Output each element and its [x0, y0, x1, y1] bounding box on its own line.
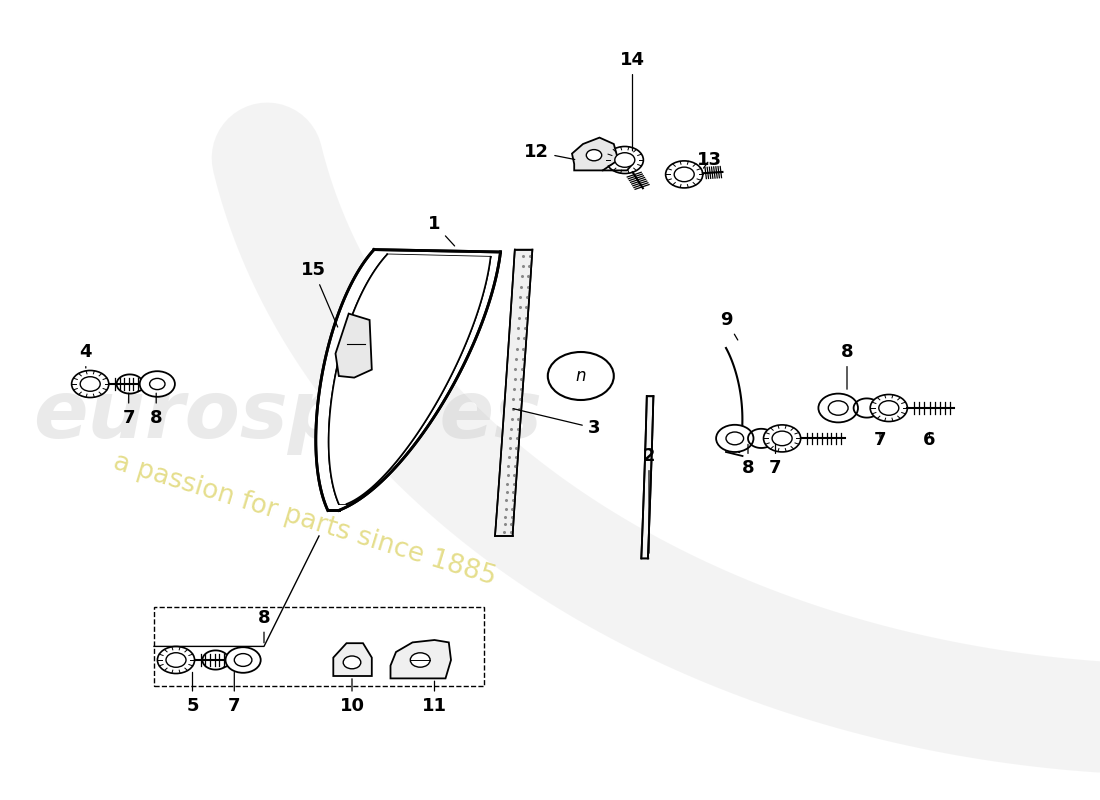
Circle shape	[548, 352, 614, 400]
Text: 4: 4	[79, 343, 92, 368]
Polygon shape	[390, 640, 451, 678]
Circle shape	[606, 146, 643, 174]
Polygon shape	[336, 314, 372, 378]
Text: 8: 8	[257, 609, 271, 643]
Polygon shape	[316, 250, 500, 510]
Polygon shape	[329, 254, 491, 504]
Text: n: n	[575, 367, 586, 385]
Polygon shape	[333, 643, 372, 676]
Polygon shape	[495, 250, 532, 536]
Circle shape	[870, 394, 907, 422]
Circle shape	[666, 161, 703, 188]
Text: 7: 7	[122, 393, 135, 426]
Circle shape	[828, 401, 848, 415]
Circle shape	[818, 394, 858, 422]
Circle shape	[72, 370, 109, 398]
Text: 13: 13	[697, 151, 722, 169]
Circle shape	[879, 401, 899, 415]
Circle shape	[674, 167, 694, 182]
Circle shape	[615, 153, 635, 167]
Circle shape	[772, 431, 792, 446]
Circle shape	[726, 432, 744, 445]
Polygon shape	[641, 396, 653, 558]
Bar	[154, 607, 484, 686]
Circle shape	[586, 150, 602, 161]
Text: 10: 10	[340, 678, 364, 714]
Text: 7: 7	[873, 431, 887, 449]
Text: 5: 5	[186, 672, 199, 714]
Text: 7: 7	[228, 672, 241, 714]
Circle shape	[234, 654, 252, 666]
Text: 8: 8	[150, 393, 163, 426]
Circle shape	[410, 653, 430, 667]
Circle shape	[157, 646, 195, 674]
Text: 8: 8	[840, 343, 854, 390]
Text: a passion for parts since 1885: a passion for parts since 1885	[110, 450, 499, 590]
Text: eurospares: eurospares	[33, 377, 542, 455]
Text: 1: 1	[428, 215, 454, 246]
Circle shape	[343, 656, 361, 669]
Polygon shape	[572, 138, 618, 170]
Text: 14: 14	[620, 51, 645, 151]
Circle shape	[716, 425, 754, 452]
Text: 6: 6	[923, 431, 936, 449]
Text: 7: 7	[769, 444, 782, 477]
Text: 12: 12	[525, 143, 575, 161]
Text: 11: 11	[422, 681, 447, 714]
Circle shape	[150, 378, 165, 390]
Circle shape	[140, 371, 175, 397]
Circle shape	[80, 377, 100, 391]
Circle shape	[166, 653, 186, 667]
Text: 8: 8	[741, 444, 755, 477]
Text: 9: 9	[719, 311, 738, 340]
Text: 15: 15	[301, 262, 338, 327]
Text: 2: 2	[642, 447, 656, 554]
Text: 3: 3	[513, 409, 601, 437]
Circle shape	[226, 647, 261, 673]
Circle shape	[763, 425, 801, 452]
